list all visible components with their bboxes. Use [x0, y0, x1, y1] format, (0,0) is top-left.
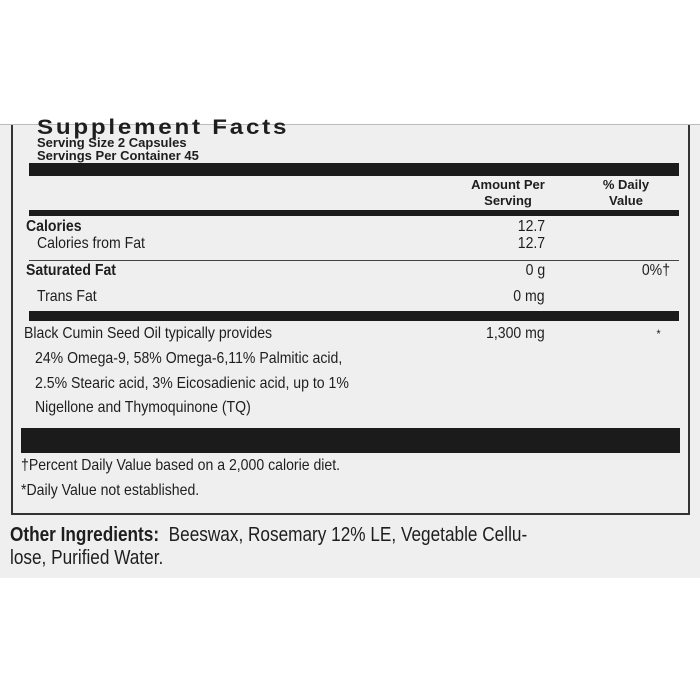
panel-title: Supplement Facts: [37, 116, 290, 139]
row-dv: *: [656, 327, 661, 341]
thick-divider: [29, 163, 679, 176]
medium-divider: [29, 210, 679, 216]
oil-detail-line: Nigellone and Thymoquinone (TQ): [35, 399, 251, 416]
row-dv: 0%†: [641, 262, 670, 279]
amount-header-line1: Amount Per: [471, 177, 545, 192]
other-ingredients-label: Other Ingredients:: [10, 524, 160, 546]
row-name: Black Cumin Seed Oil typically provides: [24, 325, 273, 342]
thin-divider: [29, 260, 679, 261]
other-ingredients-text: Beeswax, Rosemary 12% LE, Vegetable Cell…: [168, 524, 528, 546]
facts-panel: Supplement Facts Serving Size 2 Capsules…: [11, 117, 690, 515]
dv-header-line2: Value: [609, 193, 643, 208]
row-amount: 12.7: [517, 235, 545, 252]
other-ingredients-line2: lose, Purified Water.: [10, 547, 164, 569]
footnote: †Percent Daily Value based on a 2,000 ca…: [21, 457, 341, 474]
row-name: Trans Fat: [37, 288, 97, 305]
footnote: *Daily Value not established.: [21, 482, 200, 499]
row-name: Calories: [26, 218, 82, 235]
thick-divider: [29, 311, 679, 321]
oil-detail-line: 24% Omega-9, 58% Omega-6,11% Palmitic ac…: [35, 350, 343, 367]
row-amount: 0 mg: [513, 288, 545, 305]
thick-divider: [21, 428, 680, 453]
dv-header: % Daily Value: [591, 177, 661, 209]
row-name: Saturated Fat: [26, 262, 116, 279]
serving-size: Serving Size 2 Capsules: [37, 135, 187, 150]
supplement-facts-label: Supplement Facts Serving Size 2 Capsules…: [0, 117, 700, 578]
row-name: Calories from Fat: [37, 235, 145, 252]
amount-header-line2: Serving: [484, 193, 532, 208]
row-amount: 1,300 mg: [486, 325, 545, 342]
dv-header-line1: % Daily: [602, 177, 650, 192]
row-amount: 0 g: [525, 262, 545, 279]
other-ingredients-line: Other Ingredients: Beeswax, Rosemary 12%…: [10, 524, 527, 546]
amount-header: Amount Per Serving: [453, 177, 563, 209]
oil-detail-line: 2.5% Stearic acid, 3% Eicosadienic acid,…: [35, 375, 349, 392]
row-amount: 12.7: [517, 218, 545, 235]
servings-per-container: Servings Per Container 45: [37, 148, 199, 163]
